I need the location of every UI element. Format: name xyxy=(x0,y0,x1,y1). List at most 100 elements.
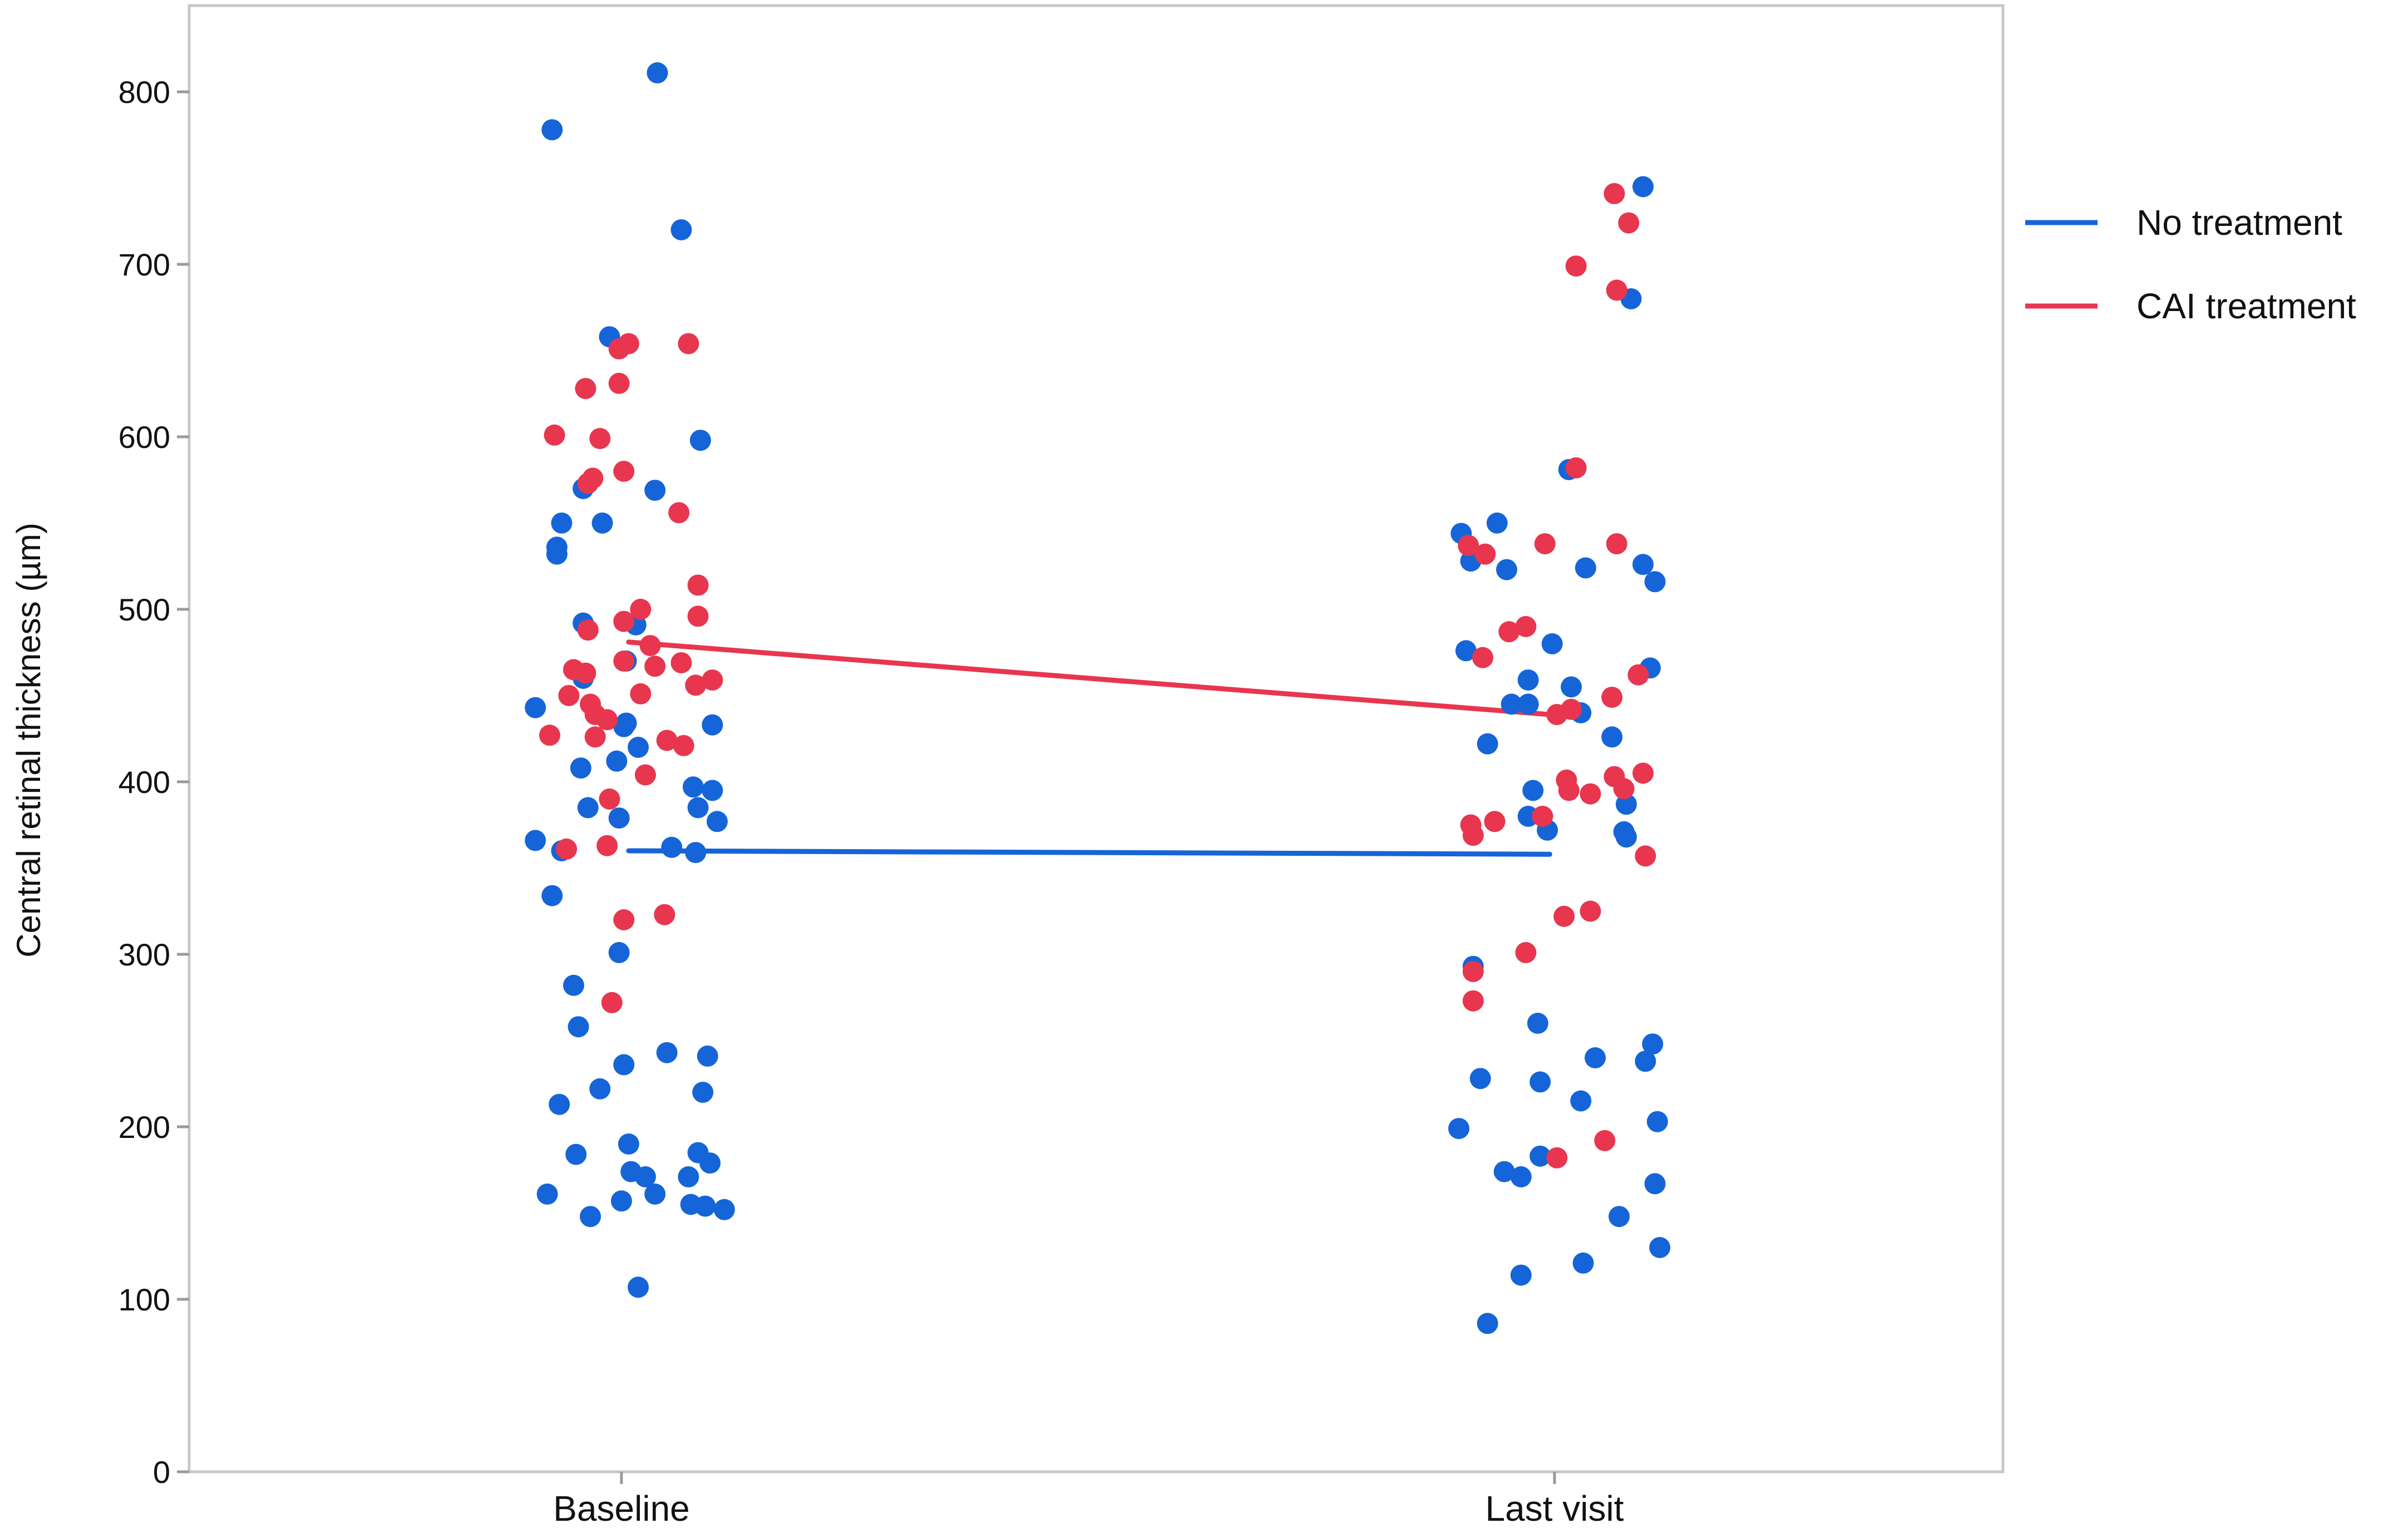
data-point xyxy=(635,764,656,786)
data-point xyxy=(1448,1118,1469,1140)
data-point xyxy=(1561,676,1582,698)
legend-label: CAI treatment xyxy=(2136,286,2356,326)
data-point xyxy=(1529,1145,1551,1167)
data-point xyxy=(1594,1130,1616,1151)
x-axis: Baseline Last visit xyxy=(553,1472,1624,1529)
y-tick-label: 600 xyxy=(119,420,170,455)
x-tick-label: Last visit xyxy=(1486,1488,1624,1529)
data-point xyxy=(589,428,611,450)
data-point xyxy=(556,838,578,860)
data-point xyxy=(1575,557,1596,579)
data-point xyxy=(575,378,596,400)
data-point xyxy=(1462,990,1484,1012)
data-point xyxy=(699,1152,721,1174)
data-point xyxy=(644,480,666,501)
trend-lines xyxy=(626,639,1552,857)
data-point xyxy=(601,992,623,1013)
data-point xyxy=(654,904,675,925)
data-point xyxy=(702,669,723,691)
data-point xyxy=(630,599,652,620)
plot-frame xyxy=(187,4,2005,1473)
data-point xyxy=(694,1195,716,1217)
data-point xyxy=(1606,533,1627,555)
data-point xyxy=(1462,961,1484,982)
data-point xyxy=(685,842,707,864)
data-point xyxy=(1472,647,1493,668)
y-axis: 0 100 200 300 400 500 600 700 800 xyxy=(119,6,191,1490)
data-point xyxy=(644,1183,666,1205)
data-point xyxy=(683,776,704,798)
data-point xyxy=(596,709,618,731)
data-point xyxy=(678,333,699,354)
data-point xyxy=(618,333,639,354)
data-point xyxy=(628,1276,649,1298)
data-point xyxy=(628,737,649,758)
data-point xyxy=(615,712,637,734)
trend-line xyxy=(626,848,1552,857)
data-point xyxy=(685,674,707,696)
data-points xyxy=(525,62,1671,1334)
data-point xyxy=(1477,1313,1498,1334)
data-point xyxy=(608,807,630,829)
data-point xyxy=(611,1190,632,1212)
data-point xyxy=(668,502,690,524)
data-point xyxy=(1501,693,1522,715)
data-point xyxy=(692,1082,714,1103)
data-point xyxy=(1553,905,1575,927)
data-point xyxy=(661,836,683,858)
data-point xyxy=(544,424,565,446)
data-point xyxy=(613,650,635,672)
data-point xyxy=(635,1166,656,1187)
data-point xyxy=(1496,559,1517,580)
data-point xyxy=(1515,942,1537,963)
data-point xyxy=(630,683,652,704)
data-point xyxy=(1644,571,1666,593)
data-point xyxy=(570,757,591,779)
data-point xyxy=(1649,1237,1671,1258)
data-point xyxy=(525,830,546,851)
data-point xyxy=(670,652,692,674)
data-point xyxy=(697,1045,718,1067)
data-point xyxy=(580,1206,601,1228)
data-point xyxy=(589,1078,611,1100)
data-point xyxy=(1515,616,1537,637)
data-point xyxy=(613,1054,635,1076)
data-point xyxy=(539,724,560,746)
data-point xyxy=(1474,543,1496,565)
legend-label: No treatment xyxy=(2136,203,2342,243)
data-point xyxy=(1510,1166,1532,1187)
data-point xyxy=(591,512,613,534)
data-point xyxy=(1644,1173,1666,1195)
data-point xyxy=(1632,762,1654,784)
data-point xyxy=(1534,533,1556,555)
data-point xyxy=(639,635,661,657)
data-point xyxy=(536,1183,558,1205)
data-point xyxy=(608,372,630,394)
data-point xyxy=(1498,621,1520,643)
data-point xyxy=(1493,1161,1515,1182)
data-point xyxy=(1517,693,1539,715)
data-point xyxy=(1572,1252,1594,1274)
data-point xyxy=(647,62,668,83)
legend: No treatment CAI treatment xyxy=(2025,203,2356,326)
data-point xyxy=(1458,535,1479,556)
data-point xyxy=(549,1093,570,1115)
data-point xyxy=(1486,512,1508,534)
data-point xyxy=(673,735,694,756)
data-point xyxy=(568,1016,589,1038)
y-tick-label: 100 xyxy=(119,1282,170,1317)
y-tick-label: 800 xyxy=(119,75,170,110)
data-point xyxy=(644,655,666,677)
data-point xyxy=(1601,726,1623,748)
data-point xyxy=(1517,669,1539,691)
y-tick-label: 300 xyxy=(119,937,170,972)
data-point xyxy=(1606,279,1627,301)
data-point xyxy=(1532,806,1553,827)
data-point xyxy=(596,835,618,856)
data-point xyxy=(541,119,563,141)
data-point xyxy=(1635,845,1656,867)
y-axis-title: Central retinal thickness (µm) xyxy=(10,522,47,957)
data-point xyxy=(713,1199,735,1220)
data-point xyxy=(707,811,728,832)
